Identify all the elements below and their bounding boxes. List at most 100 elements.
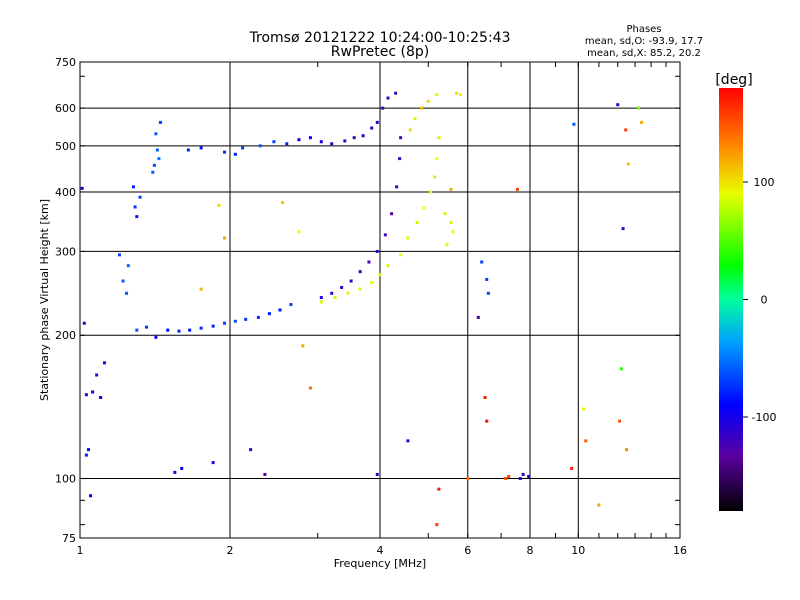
data-point-o — [154, 335, 158, 339]
data-point-o — [390, 212, 394, 216]
data-point-o — [103, 361, 107, 365]
data-point-x — [433, 175, 437, 179]
data-point-o — [406, 439, 410, 443]
data-point-x — [422, 206, 426, 210]
data-point-o — [121, 279, 125, 283]
data-point-o — [330, 291, 334, 295]
data-point-x — [301, 344, 305, 348]
data-point-o — [308, 136, 312, 140]
chart-subtitle: RwPretec (8p) — [331, 44, 429, 60]
data-point-x — [626, 162, 630, 166]
data-point-o — [155, 148, 159, 152]
colorbar-label: [deg] — [715, 72, 752, 88]
data-point-x — [619, 367, 623, 371]
x-tick-label: 6 — [464, 544, 471, 557]
x-axis-ticks: 1 2 4 6 8 10 16 — [77, 62, 687, 557]
data-point-o — [117, 253, 121, 257]
data-point-x — [370, 281, 374, 285]
data-point-x — [378, 273, 382, 277]
data-point-x — [449, 221, 453, 225]
y-tick-label: 100 — [55, 473, 76, 486]
y-tick-label: 400 — [55, 186, 76, 199]
data-point-x — [570, 466, 574, 470]
data-point-o — [256, 315, 260, 319]
y-axis-label: Stationary phase Virtual Height [km] — [38, 199, 51, 401]
data-point-o — [177, 329, 181, 333]
data-point-o — [616, 103, 620, 107]
data-point-o — [272, 140, 276, 144]
data-point-x — [281, 201, 285, 205]
data-point-o — [188, 328, 192, 332]
data-point-x — [435, 523, 439, 527]
data-point-x — [445, 243, 449, 247]
data-point-o — [84, 393, 88, 397]
data-point-x — [636, 106, 640, 110]
data-point-x — [504, 477, 508, 481]
data-point-o — [518, 477, 522, 481]
data-point-x — [413, 117, 417, 121]
data-point-o — [297, 138, 301, 142]
data-point-o — [158, 120, 162, 124]
data-point-x — [420, 106, 424, 110]
data-point-o — [86, 448, 90, 452]
data-point-o — [476, 315, 480, 319]
data-point-o — [343, 139, 347, 143]
stats-heading: Phases — [626, 24, 661, 35]
data-point-o — [285, 142, 289, 146]
data-point-o — [84, 453, 88, 457]
data-point-o — [133, 205, 137, 209]
data-point-o — [145, 325, 149, 329]
data-point-x — [455, 91, 459, 95]
data-point-o — [80, 186, 84, 190]
data-point-o — [211, 324, 215, 328]
data-point-o — [375, 120, 379, 124]
data-point-o — [152, 163, 156, 167]
data-point-o — [244, 317, 248, 321]
data-point-o — [233, 152, 237, 156]
data-point-o — [572, 122, 576, 126]
grid-lines — [80, 62, 680, 538]
x-tick-label: 16 — [673, 544, 687, 557]
data-point-o — [267, 312, 271, 316]
data-point-x — [582, 407, 586, 411]
data-point-o — [258, 144, 262, 148]
data-point-x — [308, 386, 312, 390]
data-point-x — [437, 487, 441, 491]
x-tick-label: 2 — [227, 544, 234, 557]
colorbar-tick-label: 0 — [761, 294, 768, 307]
y-tick-label: 600 — [55, 102, 76, 115]
data-point-x — [597, 503, 601, 507]
data-point-o — [621, 227, 625, 231]
data-point-x — [426, 99, 430, 103]
y-tick-label: 750 — [55, 56, 76, 69]
data-point-x — [223, 236, 227, 240]
data-point-o — [521, 472, 525, 476]
data-point-x — [449, 187, 453, 191]
data-point-o — [375, 472, 379, 476]
data-point-x — [399, 253, 403, 257]
data-point-x — [507, 474, 511, 478]
data-point-o — [125, 291, 129, 295]
data-point-x — [624, 128, 628, 132]
data-point-o — [289, 303, 293, 307]
data-point-x — [408, 128, 412, 132]
stats-x-line: mean, sd,X: 85.2, 20.2 — [587, 48, 701, 59]
data-point-o — [527, 474, 531, 478]
data-point-x — [358, 287, 362, 291]
data-point-x — [386, 264, 390, 268]
data-point-o — [135, 215, 139, 219]
data-point-o — [383, 233, 387, 237]
y-tick-label: 200 — [55, 329, 76, 342]
data-point-o — [394, 91, 398, 95]
data-point-o — [95, 373, 99, 377]
data-point-o — [375, 249, 379, 253]
data-point-o — [89, 494, 93, 498]
colorbar-tick-label: -100 — [752, 411, 777, 424]
data-point-x — [199, 287, 203, 291]
data-point-o — [223, 321, 227, 325]
data-point-o — [249, 448, 253, 452]
data-point-o — [278, 308, 282, 312]
data-point-x — [346, 291, 350, 295]
data-point-o — [151, 170, 155, 174]
